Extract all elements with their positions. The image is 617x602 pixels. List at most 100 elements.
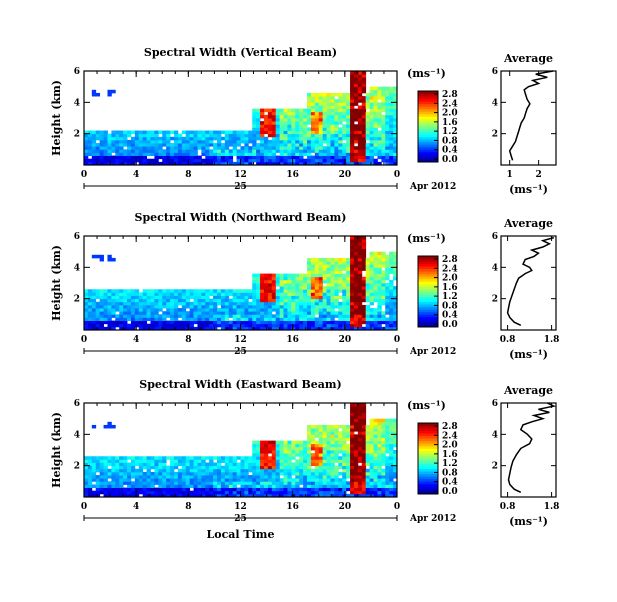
heatmap-cell	[228, 161, 234, 166]
heatmap-cell	[361, 421, 367, 426]
heatmap-cell	[357, 481, 363, 485]
heatmap-cell	[342, 437, 347, 441]
colorbar-tick-label: 0.4	[442, 478, 458, 488]
heatmap-cell	[267, 443, 273, 448]
heatmap-cell	[346, 437, 351, 441]
heatmap-cell	[107, 143, 112, 147]
heatmap-cell	[310, 292, 316, 296]
heatmap-cell	[361, 71, 367, 75]
heatmap-cell	[310, 102, 316, 106]
heatmap-cell	[330, 437, 335, 441]
heatmap-cell	[369, 301, 374, 306]
heatmap-cell	[267, 279, 273, 284]
heatmap-cell	[353, 453, 359, 457]
heatmap-cell	[275, 130, 281, 135]
heatmap-cell	[173, 475, 179, 479]
heatmap-cell	[244, 326, 249, 331]
heatmap-cell	[326, 478, 331, 482]
heatmap-cell	[322, 314, 327, 318]
heatmap-cell	[369, 471, 374, 476]
heatmap-cell	[330, 471, 335, 476]
heatmap-cell	[107, 139, 112, 144]
colorbar-swatch	[418, 256, 438, 259]
heatmap-cell	[346, 289, 351, 293]
heatmap-cell	[271, 450, 277, 454]
heatmap-cell	[330, 459, 335, 463]
heatmap-cell	[275, 456, 281, 460]
heatmap-cell	[361, 80, 367, 84]
heatmap-cell	[138, 292, 144, 296]
heatmap-cell	[295, 124, 300, 128]
heatmap-cell	[334, 465, 339, 470]
heatmap-cell	[252, 108, 257, 113]
heatmap-cell	[213, 308, 218, 312]
heatmap-cell	[318, 261, 324, 265]
heatmap-cell	[209, 311, 214, 315]
heatmap-cell	[252, 453, 257, 457]
heatmap-cell	[142, 317, 147, 321]
heatmap-cell	[189, 326, 194, 331]
heatmap-cell	[330, 273, 335, 278]
heatmap-cell	[330, 264, 335, 268]
heatmap-cell	[244, 304, 249, 309]
heatmap-cell	[205, 161, 210, 166]
heatmap-cell	[232, 133, 237, 138]
heatmap-cell	[193, 152, 198, 156]
heatmap-cell	[346, 320, 351, 325]
heatmap-cell	[99, 133, 104, 138]
heatmap-cell	[91, 471, 97, 476]
heatmap-cell	[350, 264, 355, 268]
heatmap-cell	[350, 276, 355, 281]
heatmap-cell	[185, 468, 191, 473]
heatmap-cell	[166, 456, 171, 460]
heatmap-cell	[103, 304, 108, 309]
heatmap-cell	[263, 320, 269, 325]
heatmap-cell	[373, 92, 378, 97]
heatmap-cell	[389, 446, 394, 451]
heatmap-cell	[267, 139, 273, 144]
heatmap-cell	[389, 92, 394, 97]
heatmap-cell	[350, 437, 355, 441]
heatmap-cell	[322, 326, 327, 331]
heatmap-cell	[369, 286, 374, 290]
heatmap-cell	[303, 108, 308, 113]
heatmap-cell	[357, 99, 363, 103]
heatmap-cell	[283, 453, 288, 457]
heatmap-cell	[393, 146, 398, 150]
heatmap-cell	[181, 468, 187, 473]
heatmap-cell	[334, 130, 339, 135]
heatmap-cell	[107, 136, 112, 141]
heatmap-cell	[84, 158, 89, 163]
heatmap-cell	[271, 114, 277, 119]
heatmap-cell	[271, 158, 277, 163]
heatmap-cell	[283, 124, 288, 128]
heatmap-cell	[291, 127, 296, 131]
heatmap-cell	[393, 487, 398, 492]
heatmap-cell	[240, 456, 245, 460]
heatmap-cell	[166, 155, 171, 160]
heatmap-cell	[318, 317, 324, 321]
heatmap-cell	[130, 149, 136, 153]
heatmap-cell	[314, 121, 320, 125]
heatmap-cell	[326, 267, 331, 271]
heatmap-cell	[357, 279, 363, 284]
heatmap-cell	[173, 459, 179, 463]
heatmap-cell	[263, 108, 269, 113]
heatmap-cell	[107, 301, 112, 306]
heatmap-cell	[220, 143, 226, 147]
heatmap-cell	[365, 257, 371, 262]
heatmap-cell	[373, 261, 378, 265]
heatmap-cell	[322, 273, 327, 278]
heatmap-cell	[256, 475, 261, 479]
heatmap-cell	[193, 149, 198, 153]
heatmap-cell	[357, 437, 363, 441]
heatmap-cell	[236, 143, 241, 147]
heatmap-cell	[170, 149, 175, 153]
heatmap-cell	[209, 289, 214, 293]
heatmap-cell	[350, 121, 355, 125]
heatmap-cell	[244, 487, 249, 492]
heatmap-cell	[166, 326, 171, 331]
heatmap-cell	[350, 465, 355, 470]
heatmap-cell	[310, 133, 316, 138]
heatmap-cell	[236, 323, 241, 328]
